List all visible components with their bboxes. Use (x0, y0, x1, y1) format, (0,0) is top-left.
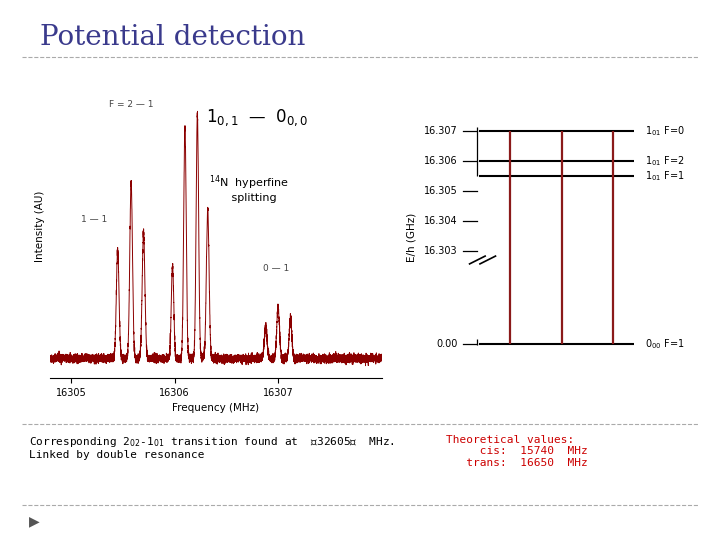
Text: E/h (GHz): E/h (GHz) (406, 213, 416, 262)
Text: Corresponding 2$_{02}$-1$_{01}$ transition found at  ​32605​  MHz.
Linked by dou: Corresponding 2$_{02}$-1$_{01}$ transiti… (29, 435, 395, 460)
Text: ▶: ▶ (29, 514, 40, 528)
Text: 1 — 1: 1 — 1 (81, 215, 107, 224)
Text: 0$_{00}$ F=1: 0$_{00}$ F=1 (644, 337, 684, 351)
Text: 16.307: 16.307 (424, 126, 458, 137)
Text: 16.306: 16.306 (424, 156, 458, 166)
Text: 16.304: 16.304 (424, 216, 458, 226)
Text: $1_{0,1}$  —  $0_{0,0}$: $1_{0,1}$ — $0_{0,0}$ (206, 107, 309, 128)
Text: 0.00: 0.00 (436, 339, 458, 349)
Text: 16.303: 16.303 (424, 246, 458, 255)
Text: 1$_{01}$ F=0: 1$_{01}$ F=0 (644, 125, 684, 138)
X-axis label: Frequency (MHz): Frequency (MHz) (172, 403, 260, 413)
Text: F = 2 — 1: F = 2 — 1 (109, 100, 153, 109)
Text: Potential detection: Potential detection (40, 24, 305, 51)
Text: Theoretical values:
     cis:  15740  MHz
   trans:  16650  MHz: Theoretical values: cis: 15740 MHz trans… (446, 435, 588, 468)
Text: $^{14}$N  hyperfine
   splitting: $^{14}$N hyperfine splitting (209, 173, 289, 204)
Text: 1$_{01}$ F=1: 1$_{01}$ F=1 (644, 169, 684, 183)
Text: 1$_{01}$ F=2: 1$_{01}$ F=2 (644, 154, 684, 168)
Text: 0 — 1: 0 — 1 (263, 264, 289, 273)
Text: 16.305: 16.305 (424, 186, 458, 196)
Y-axis label: Intensity (AU): Intensity (AU) (35, 191, 45, 262)
